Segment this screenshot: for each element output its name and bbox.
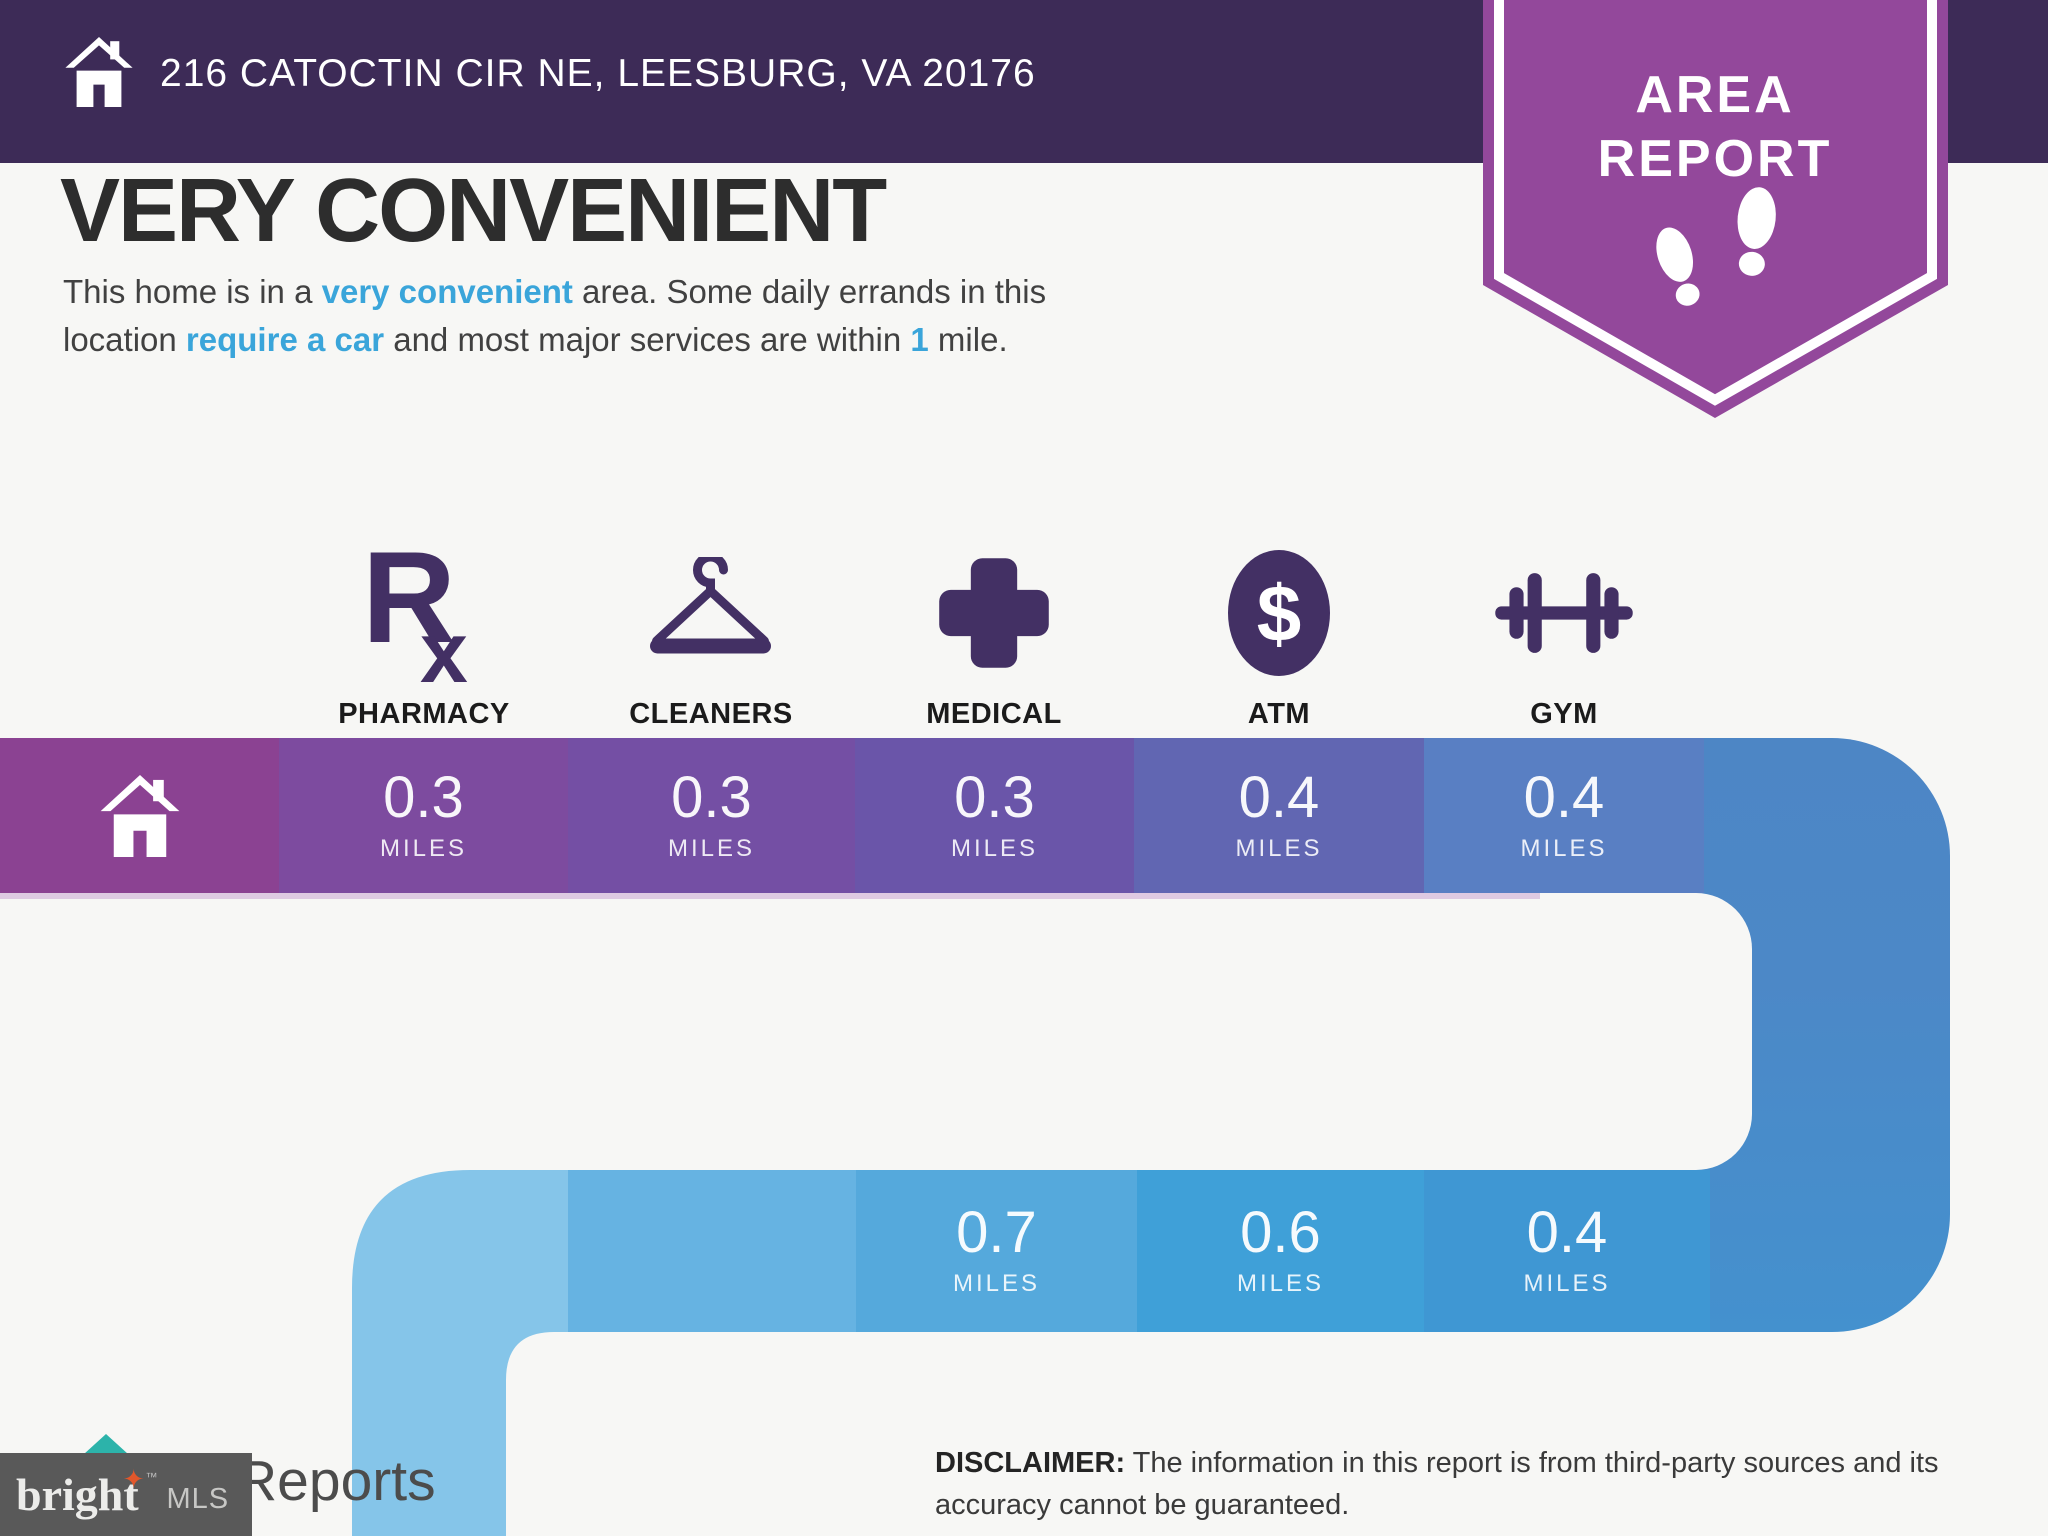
amenity-atm: $ ATM [1129,538,1429,731]
amenity-label: CLEANERS [629,698,793,730]
svg-text:x: x [420,605,468,684]
disclaimer-line-2: accuracy cannot be guaranteed. [935,1489,1350,1521]
desc-highlight: require a car [185,321,385,358]
disclaimer-label: DISCLAIMER: [935,1447,1126,1479]
badge-title-area: AREA [1635,66,1794,124]
rx-pharmacy-icon: R x [362,542,468,684]
distance-cell-pharmacy: 0.3 MILES [279,738,568,893]
desc-text: location [63,321,186,358]
desc-text: area. Some daily errands in this [572,273,1047,310]
amenity-label: PHARMACY [338,698,510,730]
disclaimer-line-1: DISCLAIMER: The information in this repo… [935,1442,1939,1484]
distance-value: 0.4 [1526,1200,1608,1265]
distance-value: 0.3 [954,764,1035,830]
amenity-gym: GYM [1414,538,1714,731]
desc-highlight: 1 [910,321,929,358]
description-line-2: location require a car and most major se… [63,316,1046,364]
description-line-1: This home is in a very convenient area. … [63,268,1046,316]
bright-logo-text: bright [16,1469,139,1520]
headline-title: VERY CONVENIENT [60,161,887,261]
desc-text: This home is in a [63,273,322,310]
disclaimer-text: The information in this report is from t… [1125,1447,1939,1479]
distance-cell-movie-theater: 0.7 MILES [856,1170,1137,1332]
badge-title-report: REPORT [1598,130,1833,188]
property-address: 216 CATOCTIN CIR NE, LEESBURG, VA 20176 [160,52,1036,95]
distance-cell-cleaners: 0.3 MILES [568,738,855,893]
distance-value: 0.3 [383,764,464,830]
distance-value: 0.4 [1523,764,1605,830]
hanger-icon [650,557,771,654]
distance-unit: MILES [667,834,756,862]
distance-band-row1: 0.3 MILES 0.3 MILES 0.3 MILES 0.4 MILES … [0,738,1704,893]
distance-value: 0.3 [671,764,752,830]
area-report-badge: AREA REPORT [1483,0,1948,418]
distance-unit: MILES [1236,1270,1325,1297]
distance-unit: MILES [950,834,1039,862]
distance-cell-gym: 0.4 MILES [1424,738,1704,893]
reports-logo-text: Reports [236,1449,436,1513]
distance-unit: MILES [1523,1270,1611,1297]
distance-value: 0.7 [956,1200,1037,1265]
distance-unit: MILES [379,834,468,862]
svg-text:$: $ [1257,569,1302,658]
amenity-label: MEDICAL [926,698,1062,730]
amenity-pharmacy: R x PHARMACY [274,538,574,731]
dumbbell-icon [1495,573,1633,653]
amenity-label: ATM [1247,698,1311,730]
band1-shadow-strip [0,893,1540,899]
dollar-circle-icon: $ [1228,550,1330,676]
desc-highlight: very convenient [321,273,573,310]
footprints-icon [1656,187,1776,306]
ribbon-left-curve [352,1170,568,1536]
headline-description: This home is in a very convenient area. … [63,268,1046,364]
home-segment [0,738,279,893]
distance-unit: MILES [1520,834,1608,862]
home-icon [65,37,133,107]
trademark-symbol: ™ [145,1469,158,1484]
distance-cell-medical: 0.3 MILES [855,738,1134,893]
brightmls-watermark: bright ✦ ™ MLS [0,1453,252,1536]
desc-text: mile. [928,321,1008,358]
medical-cross-icon [939,558,1049,668]
empty-segment [568,1170,856,1332]
home-icon [100,774,179,857]
desc-text: and most major services are within [384,321,911,358]
distance-value: 0.6 [1240,1200,1321,1265]
distance-unit: MILES [1235,834,1323,862]
distance-value: 0.4 [1238,764,1320,830]
white-panel [460,893,1752,1170]
disclaimer: DISCLAIMER: The information in this repo… [935,1442,1939,1526]
sparkle-icon: ✦ [122,1464,145,1494]
distance-unit: MILES [952,1270,1041,1297]
distance-band-row2: 0.7 MILES 0.6 MILES 0.4 MILES [568,1170,1710,1332]
svg-text:R: R [362,542,456,670]
amenity-label: GYM [1530,698,1598,730]
mls-logo-text: MLS [166,1483,230,1515]
distance-cell-atm: 0.4 MILES [1134,738,1424,893]
distance-cell-gas: 0.6 MILES [1137,1170,1424,1332]
amenity-cleaners: CLEANERS [561,538,861,731]
distance-cell-coffee: 0.4 MILES [1424,1170,1710,1332]
amenity-medical: MEDICAL [844,538,1144,731]
